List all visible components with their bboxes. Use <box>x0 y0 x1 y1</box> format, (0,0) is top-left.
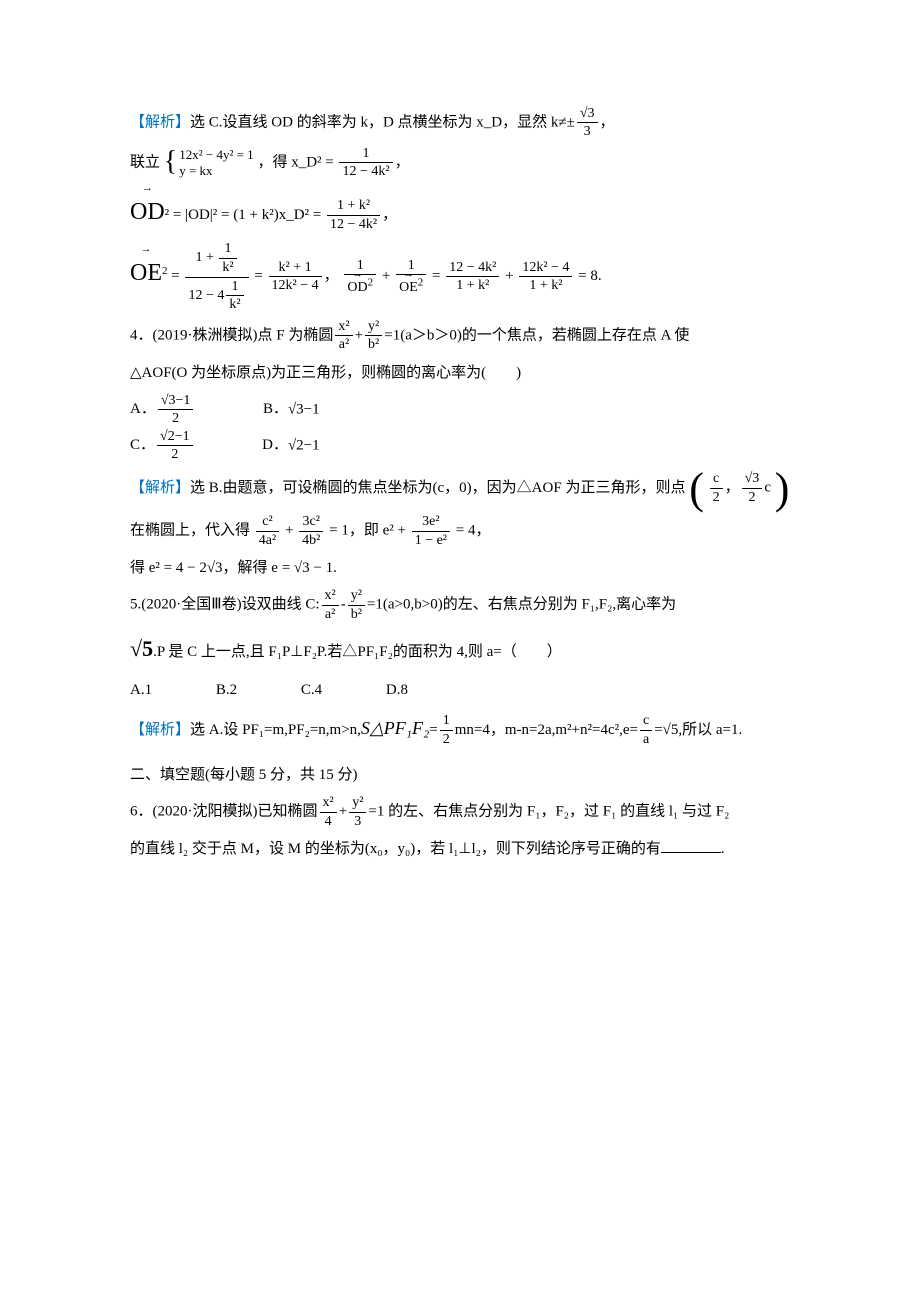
area-symbol: S△PF₁F₂ <box>361 718 429 738</box>
vector-oe: OE <box>130 247 162 297</box>
choice-c-value: √2−12 <box>157 429 193 463</box>
q4-choices: A．√3−12 B．√3−1 C．√2−12 D．√2−1 <box>130 393 810 463</box>
section2-heading: 二、填空题(每小题 5 分，共 15 分) <box>130 761 810 790</box>
frac-3c2-4b2: 3c²4b² <box>299 514 323 548</box>
q6-stem2: 的直线 l₂ 交于点 M，设 M 的坐标为(x₀，y₀)，若 l₁⊥l₂，则下列… <box>130 835 810 864</box>
analysis-label: 【解析】 <box>130 480 190 496</box>
frac-3e2: 3e²1 − e² <box>412 514 450 548</box>
analysis-label: 【解析】 <box>130 114 190 130</box>
frac-1-over-12m4k2: 112 − 4k² <box>339 146 392 180</box>
q5-choice-a: A.1 <box>130 682 152 698</box>
choice-a-value: √3−12 <box>158 393 194 427</box>
solution4-line1: 【解析】选 B.由题意，可设椭圆的焦点坐标为(c，0)，因为△AOF 为正三角形… <box>130 469 810 509</box>
choice-b-value: √3−1 <box>288 401 320 417</box>
choice-d-label: D． <box>262 431 288 460</box>
frac-t4: 12k² − 41 + k² <box>519 260 572 294</box>
frac-oe-expr2: k² + 112k² − 4 <box>269 260 322 294</box>
sqrt5-icon: √5 <box>130 636 153 661</box>
point-coords: ( c2，√32c ) <box>689 469 789 509</box>
q5-choice-c: C.4 <box>301 682 322 698</box>
q4-stem: 4．(2019·株洲模拟)点 F 为椭圆x²a²+y²b²=1(a＞b＞0)的一… <box>130 319 810 353</box>
choice-b-label: B． <box>263 395 288 424</box>
q6-source: (2020·沈阳模拟) <box>153 804 258 820</box>
frac-inv-od: 1OD2 <box>344 258 376 296</box>
solution3-line3: OD² = |OD|² = (1 + k²)x_D² = 1 + k²12 − … <box>130 186 810 236</box>
frac-c2-4a2: c²4a² <box>256 514 279 548</box>
q4-source: (2019·株洲模拟) <box>153 327 258 343</box>
q6-number: 6． <box>130 804 153 820</box>
q4-number: 4． <box>130 327 153 343</box>
frac-x2-a2-q5: x²a² <box>322 588 339 622</box>
q5-choice-b: B.2 <box>216 682 237 698</box>
q6-stem: 6．(2020·沈阳模拟)已知椭圆x²4+y²3=1 的左、右焦点分别为 F₁，… <box>130 795 810 829</box>
vector-od: OD <box>130 186 165 236</box>
solution4-line2: 在椭圆上，代入得 c²4a² + 3c²4b² = 1，即 e² + 3e²1 … <box>130 514 810 548</box>
frac-c-a: ca <box>640 713 652 747</box>
q5-choice-d: D.8 <box>386 682 408 698</box>
solution3-line4: OE2 = 1 + 1k² 12 − 41k² = k² + 112k² − 4… <box>130 241 810 313</box>
analysis-label: 【解析】 <box>130 722 190 738</box>
frac-half: 12 <box>440 713 453 747</box>
frac-x2-4: x²4 <box>320 795 337 829</box>
q5-number: 5. <box>130 597 141 613</box>
q5-stem2: √5.P 是 C 上一点,且 F₁P⊥F₂P.若△PF₁F₂的面积为 4,则 a… <box>130 628 810 670</box>
answer-choice: 选 C. <box>190 114 223 130</box>
frac-x2-a2: x²a² <box>335 319 352 353</box>
frac-y2-b2: y²b² <box>365 319 382 353</box>
solution3-line2: 联立 {12x² − 4y² = 1y = kx ，得 x_D² = 112 −… <box>130 146 810 180</box>
solution3-line1: 【解析】选 C.设直线 OD 的斜率为 k，D 点横坐标为 x_D，显然 k≠±… <box>130 106 810 140</box>
solution5: 【解析】选 A.设 PF₁=m,PF₂=n,m>n,S△PF₁F₂=12mn=4… <box>130 711 810 747</box>
frac-t3: 12 − 4k²1 + k² <box>446 260 499 294</box>
frac-y2-b2-q5: y²b² <box>348 588 365 622</box>
q5-stem: 5.(2020·全国Ⅲ卷)设双曲线 C:x²a²-y²b²=1(a>0,b>0)… <box>130 588 810 622</box>
frac-oe-expr1: 1 + 1k² 12 − 41k² <box>185 241 248 313</box>
choice-a-label: A． <box>130 395 156 424</box>
frac-inv-oe: 1OE2 <box>396 258 426 296</box>
choice-d-value: √2−1 <box>288 437 320 453</box>
answer-blank[interactable] <box>661 837 721 853</box>
solution4-line3: 得 e² = 4 − 2√3，解得 e = √3 − 1. <box>130 554 810 583</box>
answer-choice: 选 A. <box>190 722 223 738</box>
frac-sqrt3-over-3: √33 <box>577 106 598 140</box>
choice-c-label: C． <box>130 431 155 460</box>
document-page: 【解析】选 C.设直线 OD 的斜率为 k，D 点横坐标为 x_D，显然 k≠±… <box>0 0 920 930</box>
q4-stem2: △AOF(O 为坐标原点)为正三角形，则椭圆的离心率为( ) <box>130 359 810 388</box>
answer-choice: 选 B. <box>190 480 223 496</box>
frac-od-result: 1 + k²12 − 4k² <box>327 198 380 232</box>
q5-source: (2020·全国Ⅲ卷) <box>141 597 241 613</box>
brace-icon: { <box>164 151 177 173</box>
equation-system: 12x² − 4y² = 1y = kx <box>179 147 253 178</box>
frac-y2-3: y²3 <box>349 795 366 829</box>
q5-choices: A.1 B.2 C.4 D.8 <box>130 676 810 705</box>
